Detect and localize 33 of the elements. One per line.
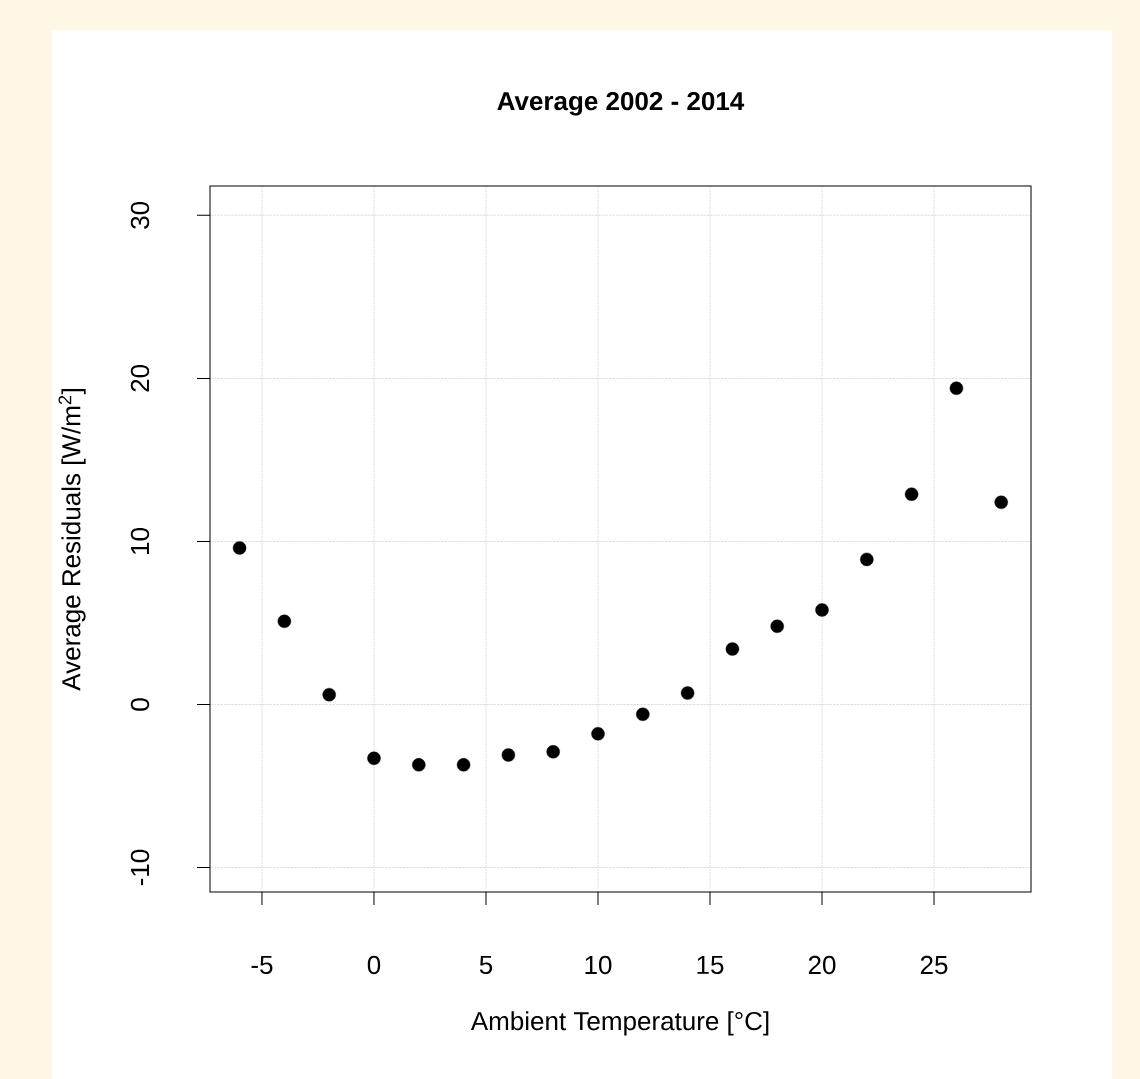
point [412,758,426,772]
point [232,541,247,555]
x-tick-label: 15 [697,955,724,975]
point [904,487,919,501]
point [546,745,560,759]
point [680,686,695,700]
y-tick-label: 30 [130,201,150,229]
y-axis-title: Average Residuals [W/m$^{2}$] [58,389,86,691]
point [322,688,336,702]
chart-title: Average 2002 - 2014 [497,91,745,116]
point [367,751,381,765]
point [591,727,605,741]
point [949,381,964,395]
point [636,707,650,721]
point [815,603,829,617]
x-tick-label: 5 [479,955,493,975]
point [994,495,1008,510]
y-tick-label: 0 [130,698,150,711]
y-tick-label: 20 [130,364,150,392]
y-tick-label: 10 [130,528,150,554]
point [770,619,784,633]
x-tick-label: 20 [808,955,836,975]
point [501,748,516,762]
point [860,552,874,567]
x-tick-label: 25 [920,955,948,975]
x-tick-label: -5 [251,955,273,975]
y-tick-label: -10 [130,849,150,886]
point [456,758,471,772]
x-tick-label: 0 [367,955,381,975]
x-axis-title: Ambient Temperature [°C] [470,1011,769,1036]
point [725,642,740,656]
point [277,614,292,629]
x-tick-label: 10 [585,955,612,975]
